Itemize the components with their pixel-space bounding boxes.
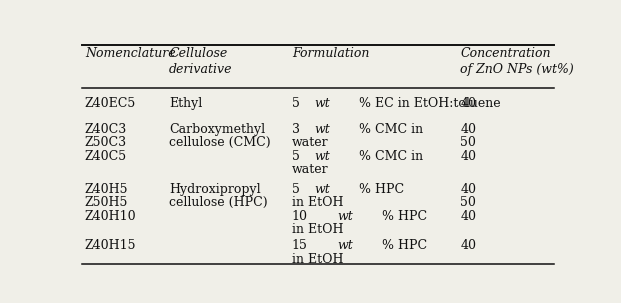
- Text: 50: 50: [460, 136, 476, 149]
- Text: % HPC: % HPC: [382, 210, 427, 223]
- Text: % CMC in: % CMC in: [360, 150, 424, 163]
- Text: wt: wt: [314, 183, 330, 196]
- Text: Z40H5: Z40H5: [85, 183, 129, 196]
- Text: % HPC: % HPC: [360, 183, 404, 196]
- Text: 40: 40: [460, 239, 476, 252]
- Text: 50: 50: [460, 196, 476, 209]
- Text: 40: 40: [460, 210, 476, 223]
- Text: Concentration
of ZnO NPs (wt%): Concentration of ZnO NPs (wt%): [460, 47, 574, 76]
- Text: cellulose (HPC): cellulose (HPC): [169, 196, 268, 209]
- Text: Nomenclature: Nomenclature: [85, 47, 176, 60]
- Text: 40: 40: [460, 150, 476, 163]
- Text: in EtOH: in EtOH: [292, 253, 343, 266]
- Text: Carboxymethyl: Carboxymethyl: [169, 123, 265, 136]
- Text: Z40C3: Z40C3: [85, 123, 127, 136]
- Text: Formulation: Formulation: [292, 47, 369, 60]
- Text: in EtOH: in EtOH: [292, 224, 343, 236]
- Text: Ethyl: Ethyl: [169, 98, 202, 111]
- Text: 10: 10: [292, 210, 308, 223]
- Text: cellulose (CMC): cellulose (CMC): [169, 136, 271, 149]
- Text: 15: 15: [292, 239, 307, 252]
- Text: in EtOH: in EtOH: [292, 196, 343, 209]
- Text: % EC in EtOH:toluene: % EC in EtOH:toluene: [360, 98, 501, 111]
- Text: 5: 5: [292, 150, 300, 163]
- Text: % HPC: % HPC: [382, 239, 427, 252]
- Text: % CMC in: % CMC in: [360, 123, 424, 136]
- Text: wt: wt: [314, 98, 330, 111]
- Text: 40: 40: [460, 183, 476, 196]
- Text: Z40H15: Z40H15: [85, 239, 137, 252]
- Text: Z50H5: Z50H5: [85, 196, 128, 209]
- Text: 40: 40: [460, 123, 476, 136]
- Text: wt: wt: [337, 210, 353, 223]
- Text: Z40C5: Z40C5: [85, 150, 127, 163]
- Text: 5: 5: [292, 183, 300, 196]
- Text: 3: 3: [292, 123, 300, 136]
- Text: water: water: [292, 136, 329, 149]
- Text: Z50C3: Z50C3: [85, 136, 127, 149]
- Text: Z40H10: Z40H10: [85, 210, 137, 223]
- Text: water: water: [292, 163, 329, 176]
- Text: Hydroxipropyl: Hydroxipropyl: [169, 183, 261, 196]
- Text: Z40EC5: Z40EC5: [85, 98, 136, 111]
- Text: 40: 40: [460, 98, 476, 111]
- Text: wt: wt: [337, 239, 353, 252]
- Text: 5: 5: [292, 98, 300, 111]
- Text: wt: wt: [314, 150, 330, 163]
- Text: wt: wt: [314, 123, 330, 136]
- Text: Cellulose
derivative: Cellulose derivative: [169, 47, 233, 76]
